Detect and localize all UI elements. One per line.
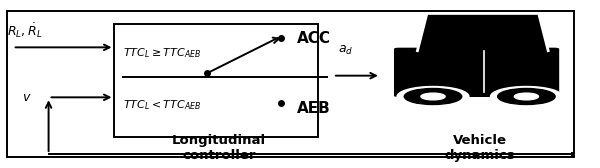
Circle shape bbox=[421, 93, 445, 100]
Text: $TTC_L < TTC_{AEB}$: $TTC_L < TTC_{AEB}$ bbox=[124, 98, 202, 112]
FancyBboxPatch shape bbox=[394, 48, 559, 97]
Bar bbox=[7, 11, 574, 157]
Text: AEB: AEB bbox=[297, 101, 331, 116]
Circle shape bbox=[404, 89, 462, 104]
Text: Longitudinal
controller: Longitudinal controller bbox=[172, 134, 266, 162]
Text: ACC: ACC bbox=[297, 31, 331, 46]
Circle shape bbox=[490, 87, 562, 107]
Polygon shape bbox=[418, 14, 548, 51]
Text: $TTC_L \geq TTC_{AEB}$: $TTC_L \geq TTC_{AEB}$ bbox=[124, 46, 202, 60]
Circle shape bbox=[514, 93, 538, 100]
Circle shape bbox=[497, 89, 555, 104]
Text: Vehicle
dynamics: Vehicle dynamics bbox=[444, 134, 515, 162]
Circle shape bbox=[397, 87, 469, 107]
Text: $R_L, \dot{R}_L$: $R_L, \dot{R}_L$ bbox=[7, 21, 42, 40]
Text: $a_d$: $a_d$ bbox=[338, 44, 353, 57]
Text: $v$: $v$ bbox=[22, 91, 31, 104]
Bar bbox=[115, 24, 318, 137]
